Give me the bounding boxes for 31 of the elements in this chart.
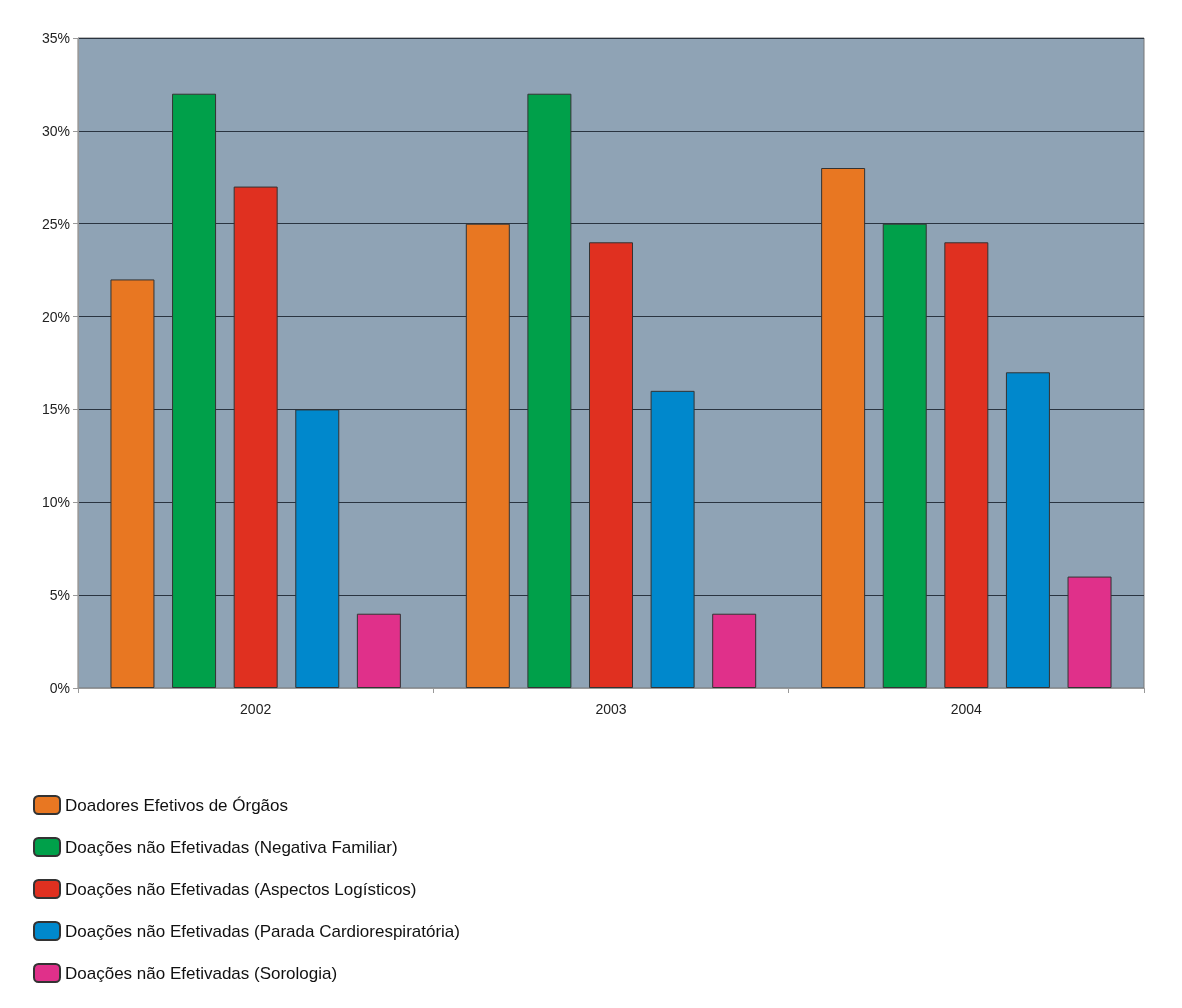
bar — [1005, 372, 1050, 688]
bar — [356, 613, 401, 688]
y-tick-label: 10% — [41, 494, 70, 511]
bar — [527, 93, 572, 688]
bar — [944, 242, 989, 688]
bar — [650, 390, 695, 688]
bar — [172, 93, 217, 688]
y-tick-label: 25% — [41, 215, 70, 232]
y-tick-label: 0% — [49, 680, 70, 696]
legend-label: Doações não Efetivadas (Negativa Familiar) — [65, 837, 398, 857]
bar — [1067, 576, 1112, 688]
bar — [712, 613, 757, 688]
bar — [465, 223, 510, 688]
x-tick-label: 2002 — [240, 701, 272, 717]
y-tick-label: 30% — [41, 122, 70, 139]
legend-label: Doadores Efetivos de Órgãos — [65, 795, 289, 815]
bar — [295, 409, 340, 688]
bar — [233, 186, 278, 688]
x-tick-label: 2004 — [950, 701, 983, 717]
legend-label: Doações não Efetivadas (Sorologia) — [65, 963, 338, 983]
y-tick-label: 15% — [41, 401, 70, 418]
bar — [821, 168, 866, 688]
legend-label: Doações não Efetivadas (Parada Cardiorespiratória) — [65, 921, 460, 941]
bar — [882, 223, 927, 688]
y-tick-label: 35% — [41, 30, 70, 46]
bar — [589, 242, 633, 688]
legend-label: Doações não Efetivadas (Aspectos Logísticos) — [65, 879, 417, 899]
bar — [110, 279, 155, 688]
x-tick-label: 2003 — [595, 701, 627, 717]
y-tick-label: 20% — [41, 308, 70, 325]
y-tick-label: 5% — [49, 587, 70, 604]
